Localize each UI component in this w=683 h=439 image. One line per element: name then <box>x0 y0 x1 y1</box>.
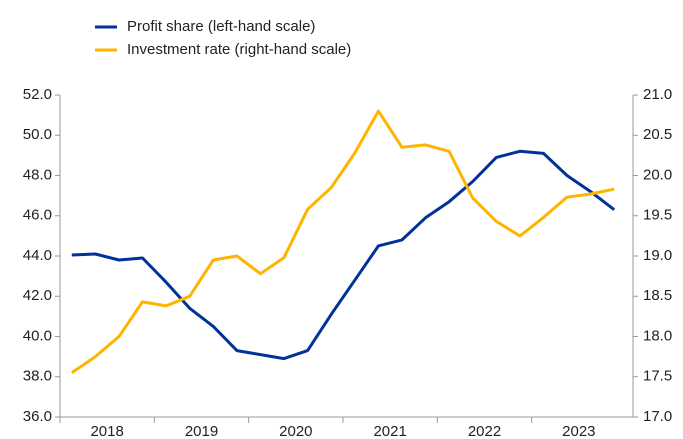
y2-tick-label: 19.5 <box>643 207 672 224</box>
y2-tick-label: 20.5 <box>643 126 672 143</box>
series-line <box>71 149 616 361</box>
legend-label: Profit share (left-hand scale) <box>127 18 315 35</box>
y2-tick-label: 17.0 <box>643 408 672 425</box>
x-tick-label: 2020 <box>279 423 312 439</box>
y2-tick-label: 18.0 <box>643 327 672 344</box>
y2-tick-label: 20.0 <box>643 166 672 183</box>
y-tick-label: 44.0 <box>23 247 52 264</box>
x-tick-label: 2019 <box>185 423 218 439</box>
y-tick-label: 48.0 <box>23 166 52 183</box>
y2-tick-label: 17.5 <box>643 368 672 385</box>
x-tick-label: 2022 <box>468 423 501 439</box>
y-tick-label: 52.0 <box>23 86 52 103</box>
y2-tick-label: 21.0 <box>643 86 672 103</box>
x-tick-label: 2023 <box>562 423 595 439</box>
y2-tick-label: 18.5 <box>643 287 672 304</box>
y-tick-label: 50.0 <box>23 126 52 143</box>
y-tick-label: 42.0 <box>23 287 52 304</box>
y-tick-label: 40.0 <box>23 327 52 344</box>
y2-tick-label: 19.0 <box>643 247 672 264</box>
y-tick-label: 38.0 <box>23 368 52 385</box>
y-tick-label: 36.0 <box>23 408 52 425</box>
legend-label: Investment rate (right-hand scale) <box>127 41 351 58</box>
y-tick-label: 46.0 <box>23 207 52 224</box>
x-tick-label: 2018 <box>90 423 123 439</box>
x-tick-label: 2021 <box>373 423 406 439</box>
series-line <box>70 109 615 374</box>
